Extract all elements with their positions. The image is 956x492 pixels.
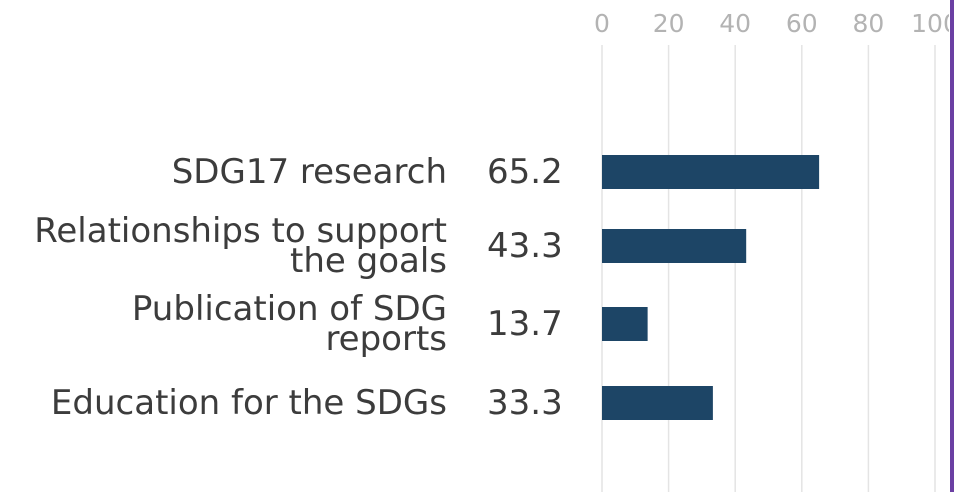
category-label: Education for the SDGs — [50, 383, 447, 423]
bar — [602, 386, 713, 420]
bar — [602, 229, 747, 263]
bar — [602, 155, 820, 189]
category-label: Relationships to support the goals — [34, 211, 447, 281]
category-label: Publication of SDG reports — [131, 289, 447, 359]
x-tick-label: 100 — [911, 9, 949, 38]
value-label: 65.2 — [487, 152, 563, 192]
x-tick-label: 40 — [719, 9, 751, 38]
value-label: 43.3 — [487, 226, 563, 266]
category-label: SDG17 research — [171, 152, 447, 192]
x-tick-label: 60 — [786, 9, 818, 38]
x-tick-label: 80 — [852, 9, 884, 38]
value-label: 33.3 — [487, 383, 563, 423]
bar — [602, 307, 648, 341]
frame-edge — [950, 0, 954, 492]
x-tick-label: 20 — [653, 9, 685, 38]
value-label: 13.7 — [487, 304, 563, 344]
x-tick-label: 0 — [594, 9, 610, 38]
